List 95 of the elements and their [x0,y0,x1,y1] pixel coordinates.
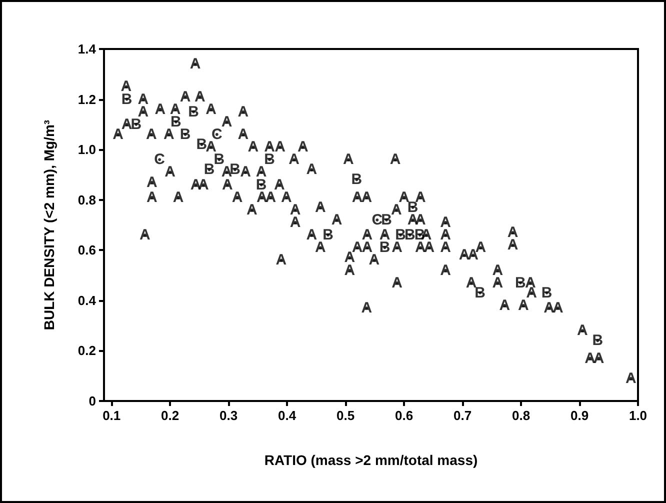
text: A [314,198,326,216]
y-tick-label: 1.4 [78,42,97,56]
text: A [552,299,564,316]
text: B [474,284,486,302]
text: B [180,126,191,143]
text: B [541,284,552,302]
text: A [390,151,401,168]
text: A [180,88,191,106]
text: A [274,138,286,156]
text: A [492,274,504,292]
text: B [381,211,392,228]
text: A [306,161,318,178]
text: A [288,151,300,168]
text: B [188,103,199,120]
text: A [140,226,150,244]
text: A [466,274,477,292]
text: A [146,126,157,143]
x-tick-label: 0.4 [278,408,297,423]
x-tick-label: 1.0 [628,408,648,423]
text: A [194,88,206,106]
text: B [130,116,142,133]
text: A [593,350,604,367]
text: A [190,56,201,73]
x-tick-label: 0.9 [570,408,589,423]
y-tick-label: 0 [88,394,96,408]
text: A [343,151,354,168]
text: A [238,126,249,143]
text: A [121,116,132,133]
y-tick-label: 1.2 [78,92,96,107]
text: B [214,151,225,168]
text: A [424,239,435,256]
x-tick-label: 0.3 [220,408,238,423]
text: A [112,126,124,143]
text: A [361,188,372,206]
text: A [232,188,243,206]
text: A [392,274,402,292]
y-tick-label: 0.4 [78,292,97,308]
text: A [518,296,529,314]
series-label: B [204,161,215,178]
text: A [577,322,588,340]
text: B [379,239,390,256]
text: A [248,138,259,156]
text: A [146,174,158,191]
text: A [146,188,158,206]
x-tick-label: 0.2 [161,408,180,423]
text: A [246,201,258,218]
x-tick-label: 0.8 [512,408,530,423]
text: B [592,332,604,350]
text: B [264,151,275,168]
text: A [256,188,268,206]
y-tick-label: 0.8 [78,192,96,208]
y-axis-title: BULK DENSITY (<2 mm), Mg/m³ [41,120,57,330]
text: A [499,296,510,314]
text: A [331,211,342,228]
text: C [372,211,383,228]
text: B [196,136,208,154]
text: A [265,188,276,206]
text: A [344,262,356,279]
text: A [221,113,232,130]
text: A [290,214,301,231]
text: A [361,299,372,316]
text: A [440,239,451,256]
text: A [507,236,518,254]
text: A [415,239,426,256]
y-tick-label: 0.6 [78,242,96,258]
x-tick-label: 0.7 [453,408,472,423]
text: A [276,252,287,269]
text: A [222,176,233,194]
text: B [121,90,132,108]
series-label: C [154,151,166,168]
y-tick-label: 1.0 [78,142,96,158]
text: B [515,274,526,292]
text: A [458,246,470,264]
text: A [352,188,363,206]
text: A [206,100,216,118]
text: A [584,350,596,367]
text: A [154,100,166,118]
text: A [440,262,451,279]
text: A [626,370,636,387]
x-axis-title: RATIO (mass >2 mm/total mass) [264,452,478,468]
text: A [172,188,184,206]
text: A [306,226,318,244]
text: A [392,239,402,256]
text: B [351,171,362,188]
text: B [404,226,416,244]
text: A [238,103,249,120]
text: A [544,299,555,316]
x-tick-label: 0.6 [395,408,414,423]
text: A [352,239,363,256]
text: A [297,138,308,156]
text: A [240,164,251,181]
y-tick-label: 0.2 [78,343,96,358]
x-tick-label: 0.5 [336,408,355,423]
x-tick-label: 0.1 [102,408,121,423]
text: A [164,164,176,181]
